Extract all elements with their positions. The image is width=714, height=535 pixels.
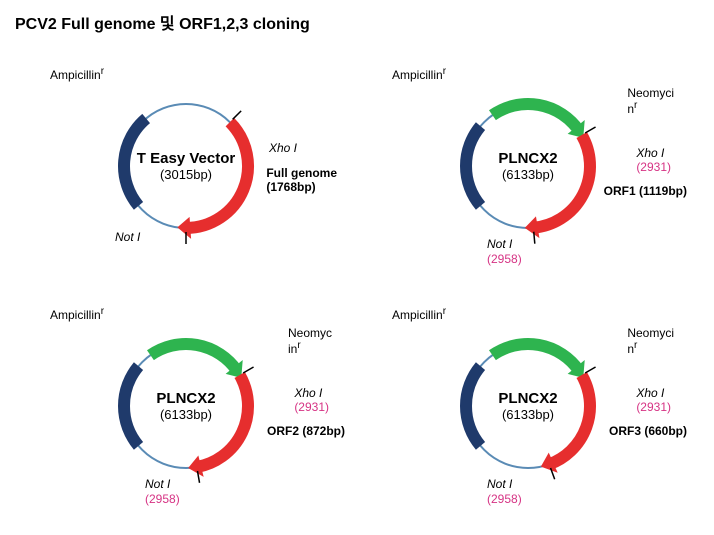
insert-label: Full genome(1768bp) [266,166,337,195]
ampicillin-label: Ampicillinr [392,306,446,322]
insert-label: ORF1 (1119bp) [604,184,687,198]
plasmid-grid: T Easy Vector (3015bp) Ampicillinr Xho I… [15,46,699,526]
plasmid-2: PLNCX2 (6133bp) Ampicillinr Neomycinr Xho… [15,286,357,526]
ampicillin-label: Ampicillinr [50,306,104,322]
noti-label: Not I(2958) [487,237,522,266]
ampicillin-label: Ampicillinr [392,66,446,82]
xhoi-label: Xho I(2931) [636,146,671,175]
xhoi-label: Xho I [269,141,297,155]
plasmid-0: T Easy Vector (3015bp) Ampicillinr Xho I… [15,46,357,286]
plasmid-center-label: PLNCX2 (6133bp) [498,150,557,182]
plasmid-center-label: PLNCX2 (6133bp) [156,390,215,422]
noti-label: Not I(2958) [145,477,180,506]
neomycin-label: Neomycinr [288,326,332,357]
insert-label: ORF3 (660bp) [609,424,687,438]
plasmid-3: PLNCX2 (6133bp) Ampicillinr Neomycinr Xho… [357,286,699,526]
insert-label: ORF2 (872bp) [267,424,345,438]
plasmid-center-label: PLNCX2 (6133bp) [498,390,557,422]
noti-label: Not I [115,230,140,244]
neomycin-label: Neomycinr [627,86,674,117]
page-title: PCV2 Full genome 및 ORF1,2,3 cloning [15,10,699,34]
xhoi-label: Xho I(2931) [294,386,329,415]
neomycin-label: Neomycinr [627,326,674,357]
xhoi-label: Xho I(2931) [636,386,671,415]
noti-label: Not I(2958) [487,477,522,506]
ampicillin-label: Ampicillinr [50,66,104,82]
plasmid-center-label: T Easy Vector (3015bp) [137,150,235,182]
plasmid-1: PLNCX2 (6133bp) Ampicillinr Neomycinr Xho… [357,46,699,286]
